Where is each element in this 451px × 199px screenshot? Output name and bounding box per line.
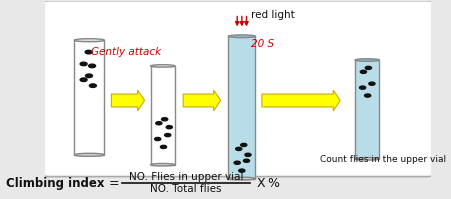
Circle shape <box>369 82 375 85</box>
Circle shape <box>241 143 247 146</box>
FancyArrow shape <box>183 90 221 111</box>
Bar <box>74 40 105 155</box>
Ellipse shape <box>74 39 105 42</box>
Text: Gently attack: Gently attack <box>91 47 161 57</box>
Ellipse shape <box>228 177 255 180</box>
Circle shape <box>166 126 172 129</box>
Circle shape <box>360 70 367 73</box>
Text: =: = <box>109 177 120 190</box>
Circle shape <box>156 122 162 125</box>
Circle shape <box>245 153 251 156</box>
Circle shape <box>365 66 372 69</box>
Text: X: X <box>257 177 265 190</box>
Circle shape <box>234 161 240 164</box>
Text: red light: red light <box>252 10 295 20</box>
Circle shape <box>155 138 161 141</box>
Circle shape <box>161 145 166 148</box>
Circle shape <box>89 64 96 68</box>
Circle shape <box>161 118 168 121</box>
Ellipse shape <box>74 153 105 156</box>
Text: %: % <box>267 177 279 190</box>
Bar <box>151 66 175 165</box>
Circle shape <box>86 74 92 78</box>
Circle shape <box>80 78 87 82</box>
Circle shape <box>239 169 245 172</box>
Text: 20 S: 20 S <box>252 39 275 49</box>
Circle shape <box>244 159 249 162</box>
Text: NO. Flies in upper vial: NO. Flies in upper vial <box>129 172 243 182</box>
FancyArrow shape <box>111 90 145 111</box>
Bar <box>228 36 255 179</box>
Ellipse shape <box>151 163 175 166</box>
FancyArrow shape <box>262 90 340 111</box>
FancyBboxPatch shape <box>41 1 435 177</box>
Circle shape <box>364 94 371 97</box>
Circle shape <box>80 62 87 66</box>
Text: NO. Total flies: NO. Total flies <box>150 184 221 194</box>
Circle shape <box>359 86 366 89</box>
Ellipse shape <box>228 35 255 38</box>
Text: Climbing index: Climbing index <box>6 177 105 190</box>
Ellipse shape <box>151 65 175 67</box>
Ellipse shape <box>355 158 379 160</box>
Circle shape <box>236 147 242 150</box>
Bar <box>355 60 379 159</box>
Text: Count flies in the upper vial: Count flies in the upper vial <box>320 155 446 164</box>
Circle shape <box>165 134 171 137</box>
Circle shape <box>89 84 97 87</box>
Circle shape <box>85 50 92 54</box>
Ellipse shape <box>355 59 379 61</box>
